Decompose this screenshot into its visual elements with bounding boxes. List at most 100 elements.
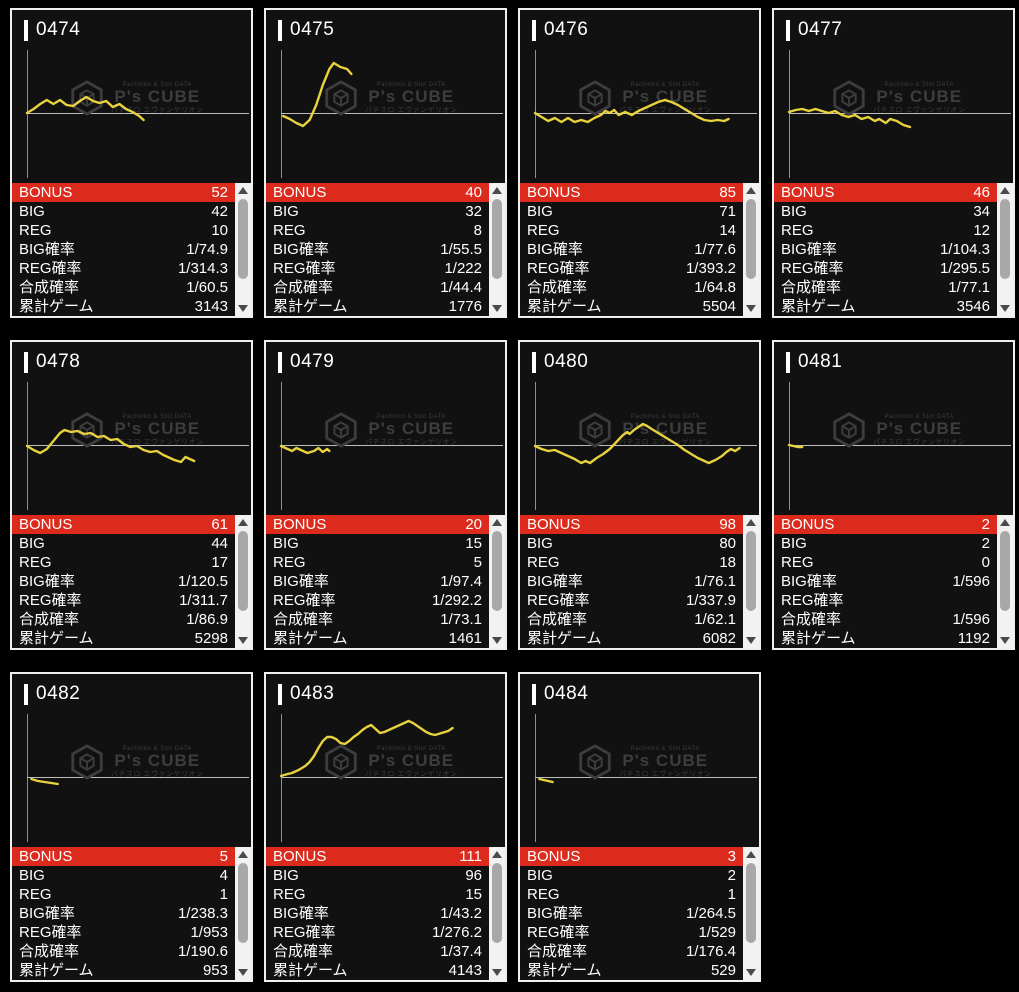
- scrollbar[interactable]: [743, 183, 759, 316]
- table-row-total_games: 累計ゲーム 3546: [774, 297, 1013, 316]
- scroll-up-icon[interactable]: [238, 851, 248, 858]
- table-row-reg: REG 5: [266, 553, 505, 572]
- row-label: BONUS: [273, 516, 327, 533]
- scroll-up-icon[interactable]: [746, 519, 756, 526]
- row-label: REG: [527, 886, 560, 903]
- machine-title: 0484: [532, 683, 588, 705]
- scrollbar-thumb[interactable]: [1000, 531, 1010, 611]
- machine-id: 0481: [798, 351, 843, 372]
- scroll-up-icon[interactable]: [746, 187, 756, 194]
- stats-rows: BONUS 111 BIG 96 REG 15 BIG確率 1/43.2 REG確率 1/276.…: [266, 847, 505, 980]
- scroll-down-icon[interactable]: [1000, 637, 1010, 644]
- scroll-up-icon[interactable]: [1000, 187, 1010, 194]
- row-label: 合成確率: [19, 943, 80, 960]
- row-label: BIG: [19, 203, 45, 220]
- scrollbar-thumb[interactable]: [746, 199, 756, 279]
- scrollbar[interactable]: [997, 183, 1013, 316]
- scroll-down-icon[interactable]: [238, 637, 248, 644]
- row-value: 1/190.6: [177, 943, 228, 960]
- scrollbar[interactable]: [997, 515, 1013, 648]
- scrollbar[interactable]: [235, 183, 251, 316]
- scroll-up-icon[interactable]: [492, 187, 502, 194]
- row-label: BIG: [273, 535, 299, 552]
- row-label: REG: [273, 222, 306, 239]
- row-value: 953: [202, 962, 228, 979]
- table-row-reg_rate: REG確率: [774, 591, 1013, 610]
- row-value: 1/44.4: [440, 279, 482, 296]
- scroll-down-icon[interactable]: [1000, 305, 1010, 312]
- stats-rows: BONUS 98 BIG 80 REG 18 BIG確率 1/76.1 REG確率 1/337.9…: [520, 515, 759, 648]
- title-bar-mark: [532, 19, 536, 41]
- scrollbar-thumb[interactable]: [1000, 199, 1010, 279]
- row-label: BONUS: [19, 848, 73, 865]
- row-label: REG: [19, 554, 52, 571]
- scroll-up-icon[interactable]: [238, 519, 248, 526]
- row-label: REG: [527, 554, 560, 571]
- row-value: 1/73.1: [440, 611, 482, 628]
- table-row-big_rate: BIG確率 1/120.5: [12, 572, 251, 591]
- scrollbar[interactable]: [489, 183, 505, 316]
- scrollbar-thumb[interactable]: [238, 863, 248, 943]
- scrollbar[interactable]: [235, 847, 251, 980]
- scroll-up-icon[interactable]: [1000, 519, 1010, 526]
- table-row-total_games: 累計ゲーム 1776: [266, 297, 505, 316]
- scrollbar[interactable]: [489, 847, 505, 980]
- scrollbar[interactable]: [743, 515, 759, 648]
- stats-table: BONUS 2 BIG 2 REG 0 BIG確率 1/596 REG確率 合成確率 1/596 累計…: [774, 515, 1013, 648]
- row-label: 合成確率: [273, 279, 334, 296]
- row-value: 1/97.4: [440, 573, 482, 590]
- table-row-gosei_rate: 合成確率 1/60.5: [12, 278, 251, 297]
- table-row-total_games: 累計ゲーム 1461: [266, 629, 505, 648]
- scrollbar-thumb[interactable]: [492, 199, 502, 279]
- row-label: 累計ゲーム: [273, 298, 348, 315]
- row-value: 1/264.5: [685, 905, 736, 922]
- game-chart: Pachinko & Slot DATA P's CUBE パチスロ エヴァンゲ…: [266, 46, 505, 183]
- scroll-up-icon[interactable]: [492, 851, 502, 858]
- scroll-down-icon[interactable]: [238, 969, 248, 976]
- table-row-reg_rate: REG確率 1/276.2: [266, 923, 505, 942]
- scroll-down-icon[interactable]: [492, 305, 502, 312]
- stats-table: BONUS 20 BIG 15 REG 5 BIG確率 1/97.4 REG確率 1/292.2 合…: [266, 515, 505, 648]
- scroll-up-icon[interactable]: [238, 187, 248, 194]
- row-value: 20: [465, 516, 482, 533]
- scroll-up-icon[interactable]: [492, 519, 502, 526]
- row-value: 1/596: [952, 573, 990, 590]
- scrollbar-thumb[interactable]: [238, 199, 248, 279]
- row-value: 85: [719, 184, 736, 201]
- row-label: 合成確率: [527, 943, 588, 960]
- scroll-down-icon[interactable]: [492, 637, 502, 644]
- scrollbar-thumb[interactable]: [492, 531, 502, 611]
- row-value: 5504: [702, 298, 736, 315]
- scrollbar[interactable]: [743, 847, 759, 980]
- scroll-down-icon[interactable]: [746, 305, 756, 312]
- scrollbar-thumb[interactable]: [746, 863, 756, 943]
- machine-panel: 0482 Pachinko & Slot DATA P's CUBE パチスロ …: [10, 672, 253, 982]
- scroll-down-icon[interactable]: [238, 305, 248, 312]
- scrollbar-thumb[interactable]: [746, 531, 756, 611]
- row-label: REG: [273, 886, 306, 903]
- table-row-big: BIG 80: [520, 534, 759, 553]
- machine-panel: 0483 Pachinko & Slot DATA P's CUBE パチスロ …: [264, 672, 507, 982]
- table-row-bonus: BONUS 111: [266, 847, 505, 866]
- stats-table: BONUS 98 BIG 80 REG 18 BIG確率 1/76.1 REG確率 1/337.9…: [520, 515, 759, 648]
- scroll-down-icon[interactable]: [746, 969, 756, 976]
- scrollbar-thumb[interactable]: [492, 863, 502, 943]
- stats-table: BONUS 52 BIG 42 REG 10 BIG確率 1/74.9 REG確率 1/314.3…: [12, 183, 251, 316]
- row-value: 5: [473, 554, 482, 571]
- scrollbar-thumb[interactable]: [238, 531, 248, 611]
- machine-id: 0482: [36, 683, 81, 704]
- scroll-down-icon[interactable]: [492, 969, 502, 976]
- table-row-reg: REG 12: [774, 221, 1013, 240]
- row-value: 1/276.2: [431, 924, 482, 941]
- scrollbar[interactable]: [489, 515, 505, 648]
- table-row-bonus: BONUS 20: [266, 515, 505, 534]
- table-row-reg: REG 0: [774, 553, 1013, 572]
- chart-y-axis: [535, 714, 536, 842]
- scrollbar[interactable]: [235, 515, 251, 648]
- row-value: 111: [459, 848, 482, 865]
- title-bar-mark: [278, 19, 282, 41]
- scroll-up-icon[interactable]: [746, 851, 756, 858]
- stats-rows: BONUS 20 BIG 15 REG 5 BIG確率 1/97.4 REG確率 1/292.2 合…: [266, 515, 505, 648]
- row-label: BIG: [19, 867, 45, 884]
- scroll-down-icon[interactable]: [746, 637, 756, 644]
